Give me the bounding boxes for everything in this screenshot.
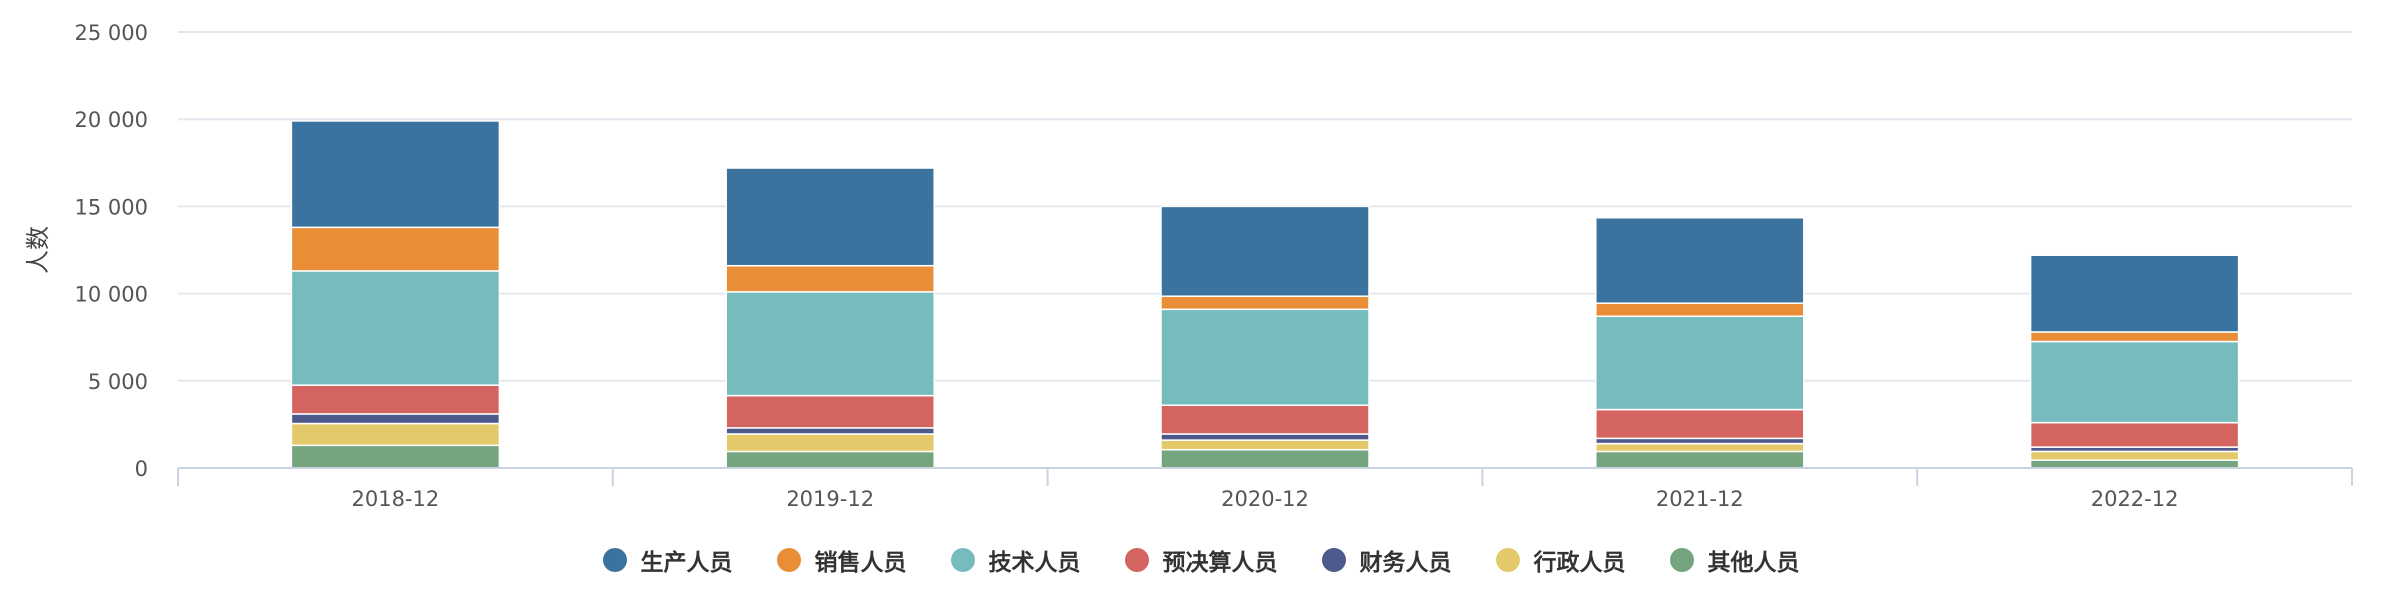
legend-swatch-budget: [1124, 548, 1149, 572]
x-tick-label: 2019-12: [786, 487, 874, 511]
legend-item-budget[interactable]: 预决算人员: [1124, 543, 1278, 577]
bar-segment[interactable]: [725, 291, 935, 397]
y-tick-label: 15 000: [75, 195, 148, 219]
bar-segment[interactable]: [2029, 459, 2240, 469]
bar-segment[interactable]: [1160, 448, 1370, 469]
bar-segment[interactable]: [1595, 315, 1805, 411]
y-tick-label: 20 000: [75, 108, 148, 132]
bar-segment[interactable]: [2029, 340, 2240, 424]
legend-swatch-finance: [1321, 548, 1346, 572]
bar-segment[interactable]: [1595, 450, 1805, 469]
legend-label-budget: 预决算人员: [1162, 550, 1278, 576]
bar-segment[interactable]: [725, 450, 935, 469]
bars: [290, 120, 2240, 469]
legend-swatch-technical: [950, 548, 975, 572]
bar-segment[interactable]: [725, 264, 935, 293]
bar-segment[interactable]: [290, 384, 501, 415]
y-tick-label: 25 000: [75, 21, 148, 45]
bar-segment[interactable]: [1160, 439, 1370, 451]
bar-segment[interactable]: [2029, 254, 2240, 333]
bar-segment[interactable]: [1160, 295, 1370, 311]
legend-label-production: 生产人员: [640, 550, 733, 576]
x-tick-label: 2018-12: [352, 487, 440, 511]
y-tick-label: 10 000: [75, 283, 148, 307]
bar-segment[interactable]: [725, 427, 935, 435]
bar-segment[interactable]: [725, 167, 935, 267]
legend-swatch-production: [602, 548, 627, 572]
y-axis-label: 人数: [24, 226, 52, 274]
y-tick-label: 0: [135, 457, 148, 481]
legend-item-admin[interactable]: 行政人员: [1495, 543, 1626, 577]
bar-segment[interactable]: [2029, 450, 2240, 461]
bar-segment[interactable]: [1160, 404, 1370, 435]
bar-segment[interactable]: [290, 226, 501, 272]
bar-segment[interactable]: [1595, 408, 1805, 440]
legend-swatch-sales: [776, 548, 801, 572]
legend-label-other: 其他人员: [1707, 550, 1800, 576]
bar-segment[interactable]: [1595, 302, 1805, 318]
legend-label-technical: 技术人员: [988, 550, 1081, 576]
legend-swatch-other: [1669, 548, 1694, 572]
legend-item-other[interactable]: 其他人员: [1669, 543, 1800, 577]
bar-segment[interactable]: [290, 270, 501, 386]
bar-segment[interactable]: [2029, 331, 2240, 343]
legend-label-finance: 财务人员: [1359, 550, 1452, 576]
x-tick-label: 2022-12: [2091, 487, 2179, 511]
legend: 生产人员 销售人员 技术人员 预决算人员 财务人员 行政人员 其他人员: [0, 540, 2402, 580]
bar-segment[interactable]: [1160, 308, 1370, 406]
legend-item-finance[interactable]: 财务人员: [1321, 543, 1452, 577]
legend-label-admin: 行政人员: [1533, 550, 1626, 576]
bar-segment[interactable]: [725, 394, 935, 429]
x-axis: 2018-12 2019-12 2020-12 2021-12 2022-12: [177, 467, 2353, 511]
y-tick-label: 5 000: [88, 370, 148, 394]
bar-segment[interactable]: [1595, 442, 1805, 453]
bar-segment[interactable]: [1160, 433, 1370, 441]
legend-item-technical[interactable]: 技术人员: [950, 543, 1081, 577]
bar-segment[interactable]: [290, 422, 501, 447]
bar-segment[interactable]: [1160, 205, 1370, 297]
bar-segment[interactable]: [290, 444, 501, 469]
bar-segment[interactable]: [1595, 216, 1805, 304]
legend-item-sales[interactable]: 销售人员: [776, 543, 907, 577]
legend-label-sales: 销售人员: [814, 550, 907, 576]
legend-item-production[interactable]: 生产人员: [602, 543, 733, 577]
bar-segment[interactable]: [290, 120, 501, 229]
x-tick-label: 2021-12: [1656, 487, 1744, 511]
bar-segment[interactable]: [1595, 437, 1805, 445]
bar-segment[interactable]: [2029, 421, 2240, 448]
bar-segment[interactable]: [290, 413, 501, 425]
y-axis-ticks: 0 5 000 10 000 15 000 20 000 25 000: [75, 21, 148, 481]
bar-segment[interactable]: [725, 433, 935, 453]
x-tick-label: 2020-12: [1221, 487, 1309, 511]
legend-swatch-admin: [1495, 548, 1520, 572]
